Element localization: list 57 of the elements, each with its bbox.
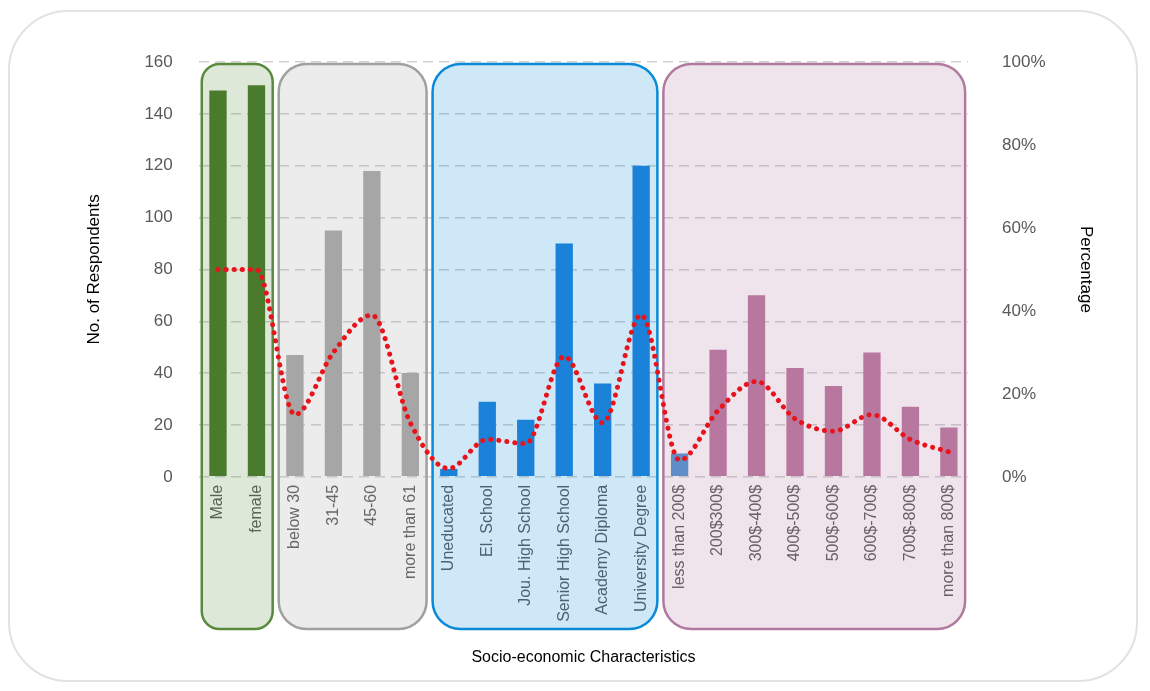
x-tick-label: Academy Diploma — [593, 484, 611, 615]
y-axis-title: No. of Respondents — [83, 194, 103, 345]
y2-axis-title: Percentage — [1077, 225, 1097, 313]
x-tick-label: 700$-800$ — [900, 484, 918, 562]
x-tick-label: less than 200$ — [670, 484, 688, 589]
bar — [824, 386, 843, 477]
x-tick-label: Male — [208, 484, 226, 520]
bar — [901, 406, 920, 477]
bar — [517, 419, 535, 477]
y-tick-label: 20 — [153, 414, 173, 434]
x-axis-title: Socio-economic Characteristics — [471, 647, 696, 665]
bar — [324, 230, 343, 477]
bar — [247, 85, 266, 477]
bar — [286, 354, 304, 477]
bar — [594, 383, 612, 477]
bar — [440, 469, 458, 477]
y2-tick-label: 20% — [1002, 383, 1037, 403]
y2-tick-label: 60% — [1002, 217, 1037, 237]
x-tick-label: El. School — [477, 484, 495, 557]
y-tick-label: 100 — [144, 207, 173, 227]
x-tick-label: below 30 — [285, 484, 303, 549]
bar — [209, 90, 227, 477]
y-tick-label: 160 — [144, 51, 173, 71]
x-tick-label: 600$-700$ — [862, 484, 880, 562]
x-tick-label: more than 61 — [400, 484, 418, 580]
y2-tick-label: 40% — [1002, 300, 1037, 320]
bar — [632, 165, 650, 477]
bar — [863, 352, 881, 477]
y-tick-label: 60 — [153, 310, 173, 330]
bar — [709, 349, 727, 477]
bar — [478, 401, 496, 477]
x-tick-label: Uneducated — [439, 484, 457, 572]
y2-tick-label: 100% — [1002, 51, 1046, 71]
x-tick-label: 200$300$ — [708, 484, 726, 557]
bar — [401, 373, 419, 477]
x-tick-label: 45-60 — [362, 484, 380, 526]
y-tick-label: 40 — [153, 362, 173, 382]
x-tick-label: 400$-500$ — [785, 484, 803, 562]
y2-tick-label: 80% — [1002, 134, 1037, 154]
x-tick-label: female — [246, 484, 264, 533]
x-tick-label: University Degree — [631, 484, 649, 612]
bar — [555, 243, 573, 477]
bar — [747, 295, 766, 477]
bar — [363, 170, 381, 477]
x-tick-label: 500$-600$ — [823, 484, 841, 562]
y2-tick-label: 0% — [1002, 466, 1027, 486]
x-tick-label: 300$-400$ — [746, 484, 764, 562]
x-tick-label: Senior High School — [554, 484, 572, 622]
bar — [786, 367, 804, 477]
y-tick-label: 0 — [163, 466, 173, 486]
y-tick-label: 80 — [153, 259, 173, 279]
y-tick-label: 140 — [144, 103, 173, 123]
x-tick-label: Jou. High School — [516, 484, 534, 606]
x-tick-label: 31-45 — [323, 484, 341, 526]
y-tick-label: 120 — [144, 155, 173, 175]
bar — [940, 427, 958, 477]
x-tick-label: more than 800$ — [939, 484, 957, 597]
